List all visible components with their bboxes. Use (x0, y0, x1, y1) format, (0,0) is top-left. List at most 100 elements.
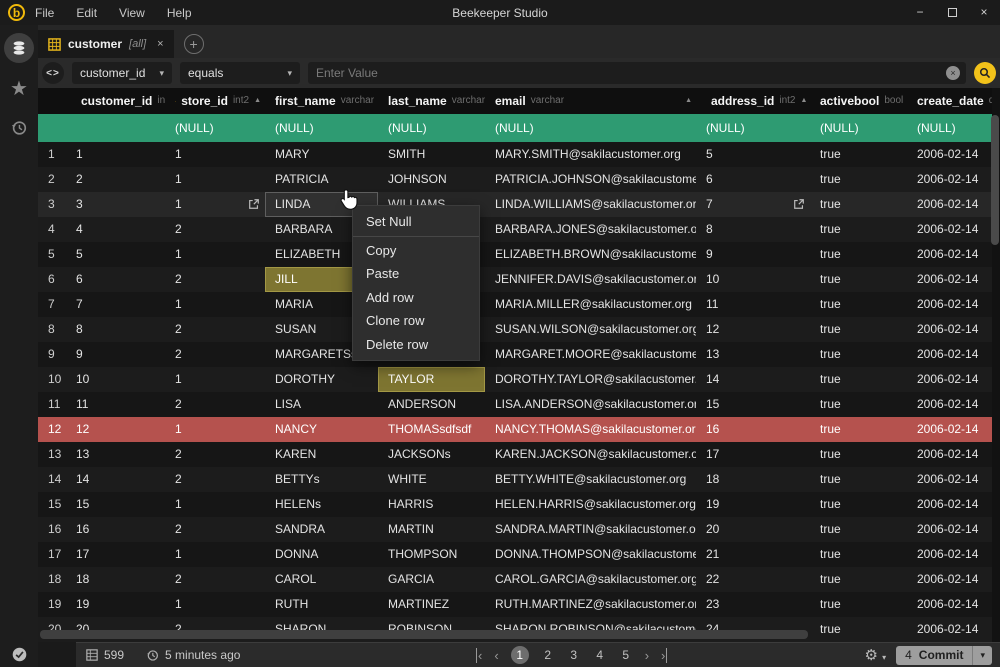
table-cell[interactable]: HELENs (275, 497, 322, 511)
table-cell[interactable]: 14 (76, 472, 90, 486)
table-row[interactable]: 771MARIAMILLERMARIA.MILLER@sakilacustome… (38, 292, 992, 317)
menu-edit[interactable]: Edit (76, 5, 98, 20)
sort-ascending-icon[interactable]: ▲ (800, 97, 808, 104)
table-cell[interactable]: 10 (76, 372, 90, 386)
table-cell[interactable]: THOMPSON (388, 547, 458, 561)
page-button-5[interactable]: 5 (622, 648, 630, 662)
table-row[interactable]: 442BARBARAJONESBARBARA.JONES@sakilacusto… (38, 217, 992, 242)
filter-operator-select[interactable]: equals ▾ (180, 62, 300, 84)
prev-page-button[interactable]: ‹ (494, 647, 499, 663)
table-cell[interactable]: 1 (175, 497, 182, 511)
column-header-store_id[interactable]: store_id int2 ▲ (165, 88, 265, 114)
sidebar-item-tables[interactable] (4, 33, 34, 63)
table-cell[interactable]: 2006-02-14 (917, 147, 979, 161)
close-button[interactable]: × (980, 5, 988, 19)
table-row[interactable]: 662JILLDAVISJENNIFER.DAVIS@sakilacustome… (38, 267, 992, 292)
table-row[interactable]: 551ELIZABETHBROWNELIZABETH.BROWN@sakilac… (38, 242, 992, 267)
first-page-button[interactable]: ‹ (476, 647, 483, 663)
table-cell[interactable]: true (820, 322, 841, 336)
table-cell[interactable]: 13 (706, 347, 720, 361)
table-cell[interactable]: 17 (76, 547, 90, 561)
table-cell[interactable]: DOROTHY.TAYLOR@sakilacustomer.org (495, 372, 696, 386)
context-menu-item-copy[interactable]: Copy (366, 242, 397, 258)
page-button-2[interactable]: 2 (544, 648, 552, 662)
table-row[interactable]: 16 16 2 SANDRA MARTIN SANDRA.MARTIN@sakilacus… (38, 517, 992, 542)
page-button-4[interactable]: 4 (596, 648, 604, 662)
table-cell[interactable]: 2006-02-14 (917, 422, 979, 436)
table-row[interactable]: 18 18 2 CAROL GARCIA CAROL.GARCIA@sakilacusto… (38, 567, 992, 592)
open-foreign-key-icon[interactable] (248, 198, 260, 210)
table-cell[interactable]: 1 (76, 147, 83, 161)
table-row[interactable]: 10 10 1 DOROTHY TAYLOR DOROTHY.TAYLOR@sakilac… (38, 367, 992, 392)
table-cell[interactable]: 1 (175, 297, 182, 311)
next-page-button[interactable]: › (644, 647, 650, 663)
table-cell[interactable]: 10 (706, 272, 720, 286)
table-cell[interactable]: MARY (275, 147, 310, 161)
table-cell[interactable]: 8 (706, 222, 713, 236)
table-cell[interactable]: HARRIS (388, 497, 434, 511)
table-cell[interactable]: NANCY.THOMAS@sakilacustomer.org (495, 422, 696, 436)
table-row[interactable]: 19 19 1 RUTH MARTINEZ RUTH.MARTINEZ@sakilacus… (38, 592, 992, 617)
table-cell[interactable]: 6 (706, 172, 713, 186)
table-cell[interactable]: 15 (76, 497, 90, 511)
table-cell[interactable]: 2006-02-14 (917, 497, 979, 511)
table-cell[interactable]: 2 (175, 447, 182, 461)
column-header-address_id[interactable]: address_id int2 ▲ (696, 88, 810, 114)
table-cell[interactable]: SUSAN.WILSON@sakilacustomer.org (495, 322, 696, 336)
table-cell[interactable]: 2 (175, 347, 182, 361)
table-cell[interactable]: (NULL) (917, 121, 956, 135)
sidebar-item-history[interactable] (4, 113, 34, 143)
table-cell[interactable]: 16 (76, 522, 90, 536)
table-cell[interactable]: 4 (76, 222, 83, 236)
table-cell[interactable]: MARGARETSs (275, 347, 358, 361)
table-cell[interactable]: true (820, 372, 841, 386)
table-cell[interactable]: SMITH (388, 147, 426, 161)
table-cell[interactable]: 2006-02-14 (917, 572, 979, 586)
table-cell[interactable]: ELIZABETH (275, 247, 341, 261)
last-page-button[interactable]: › (661, 647, 668, 663)
table-cell[interactable]: JACKSONs (388, 447, 451, 461)
table-cell[interactable]: GARCIA (388, 572, 435, 586)
new-tab-button[interactable]: + (183, 34, 204, 54)
table-cell[interactable]: BARBARA (275, 222, 333, 236)
table-cell[interactable]: BETTY.WHITE@sakilacustomer.org (495, 472, 687, 486)
menu-view[interactable]: View (119, 5, 145, 20)
table-cell[interactable]: CAROL.GARCIA@sakilacustomer.org (495, 572, 696, 586)
table-cell[interactable]: (NULL) (388, 121, 427, 135)
table-cell[interactable]: true (820, 472, 841, 486)
filter-value-input[interactable]: Enter Value × (308, 62, 966, 84)
table-cell[interactable]: 1 (165, 192, 265, 217)
column-header-create_date[interactable]: create_datedate▲ (907, 88, 992, 114)
table-cell[interactable]: THOMASsdfsdf (388, 422, 472, 436)
table-cell[interactable]: 1 (175, 147, 182, 161)
table-cell[interactable]: 2 (175, 272, 182, 286)
table-cell[interactable]: DONNA (275, 547, 319, 561)
table-cell[interactable]: PATRICIA.JOHNSON@sakilacustomer.org (495, 172, 696, 186)
table-cell[interactable]: JENNIFER.DAVIS@sakilacustomer.org (495, 272, 696, 286)
table-cell[interactable]: PATRICIA (275, 172, 329, 186)
table-cell[interactable]: 1 (175, 172, 182, 186)
table-cell[interactable]: 1 (175, 547, 182, 561)
table-cell[interactable]: 9 (706, 247, 713, 261)
table-cell[interactable]: LINDA.WILLIAMS@sakilacustomer.org (495, 197, 696, 211)
page-button-3[interactable]: 3 (570, 648, 578, 662)
table-cell[interactable]: 2006-02-14 (917, 172, 979, 186)
table-cell[interactable]: true (820, 447, 841, 461)
table-cell[interactable]: 2 (175, 472, 182, 486)
table-cell[interactable]: 2006-02-14 (917, 372, 979, 386)
context-menu-item-paste[interactable]: Paste (366, 266, 400, 281)
table-cell[interactable]: 14 (706, 372, 720, 386)
table-cell[interactable]: 2006-02-14 (917, 197, 979, 211)
table-row[interactable]: 882SUSANWILSONSUSAN.WILSON@sakilacustome… (38, 317, 992, 342)
table-cell[interactable]: (NULL) (706, 121, 745, 135)
table-cell[interactable]: (NULL) (175, 121, 214, 135)
table-cell[interactable]: true (820, 247, 841, 261)
table-cell[interactable]: true (820, 297, 841, 311)
sort-ascending-icon[interactable]: ▲ (254, 97, 261, 104)
table-cell[interactable]: true (820, 622, 841, 636)
table-row[interactable]: 13 13 2 KAREN JACKSONs KAREN.JACKSON@sakilacu… (38, 442, 992, 467)
table-cell[interactable]: 2006-02-14 (917, 222, 979, 236)
table-cell[interactable]: 12 (76, 422, 90, 436)
